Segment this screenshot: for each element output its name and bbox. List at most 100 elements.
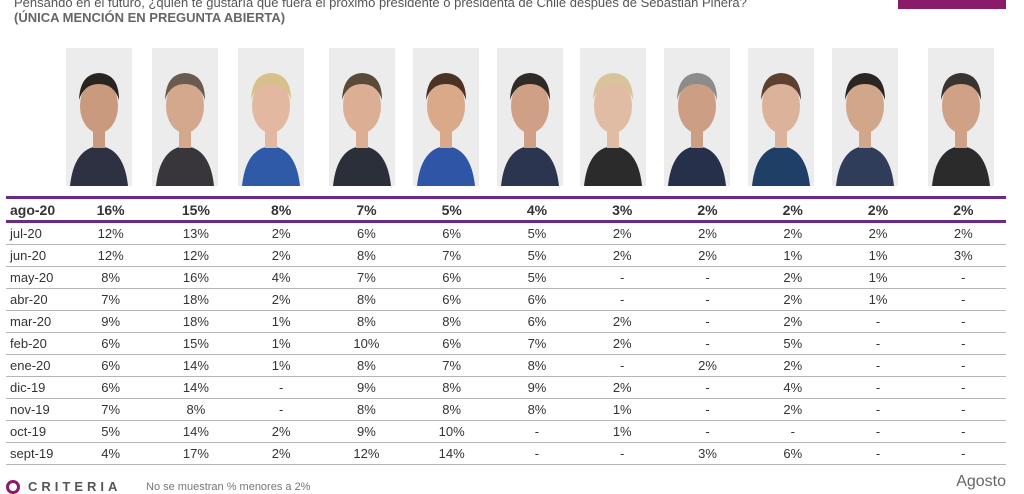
table-cell: 8%: [68, 266, 154, 289]
table-cell: 8%: [238, 196, 324, 223]
table-cell: 1%: [238, 354, 324, 377]
table-cell: 2%: [750, 221, 836, 245]
table-cell: 14%: [153, 376, 239, 399]
candidate-photo-2: [152, 48, 218, 186]
table-cell: 15%: [153, 196, 239, 223]
table-cell: -: [664, 310, 751, 333]
table-cell: 6%: [68, 376, 154, 399]
table-cell: 1%: [238, 332, 324, 355]
table-cell: 2%: [238, 288, 324, 311]
portrait-icon: [238, 48, 304, 186]
table-cell: 9%: [323, 376, 410, 399]
table-cell: -: [664, 332, 751, 355]
table-cell: -: [920, 354, 1006, 377]
table-cell: 18%: [153, 310, 239, 333]
table-cell: 10%: [323, 332, 410, 355]
table-cell: 6%: [494, 310, 580, 333]
table-row: oct-19 5% 14% 2% 9% 10% -1% - - - -: [6, 420, 1006, 443]
table-cell: -: [920, 332, 1006, 355]
table-cell: 14%: [409, 442, 495, 465]
table-cell: -: [835, 420, 921, 443]
question-text: Pensando en el futuro, ¿quién te gustarí…: [14, 0, 747, 10]
portrait-icon: [329, 48, 395, 186]
table-row: ene-20 6% 14% 1% 8% 7% 8% -2% 2% - -: [6, 354, 1006, 377]
table-cell: -: [835, 332, 921, 355]
table-cell: 6%: [323, 221, 410, 245]
table-cell: 2%: [579, 332, 665, 355]
table-cell: 8%: [409, 376, 495, 399]
table-cell: -: [920, 398, 1006, 421]
candidate-photo-5: [413, 48, 479, 186]
table-cell: 1%: [835, 266, 921, 289]
table-cell: 2%: [835, 196, 921, 223]
row-period-label: oct-19: [6, 420, 68, 443]
row-period-label: jul-20: [6, 221, 68, 245]
table-cell: 5%: [750, 332, 836, 355]
table-cell: 2%: [238, 442, 324, 465]
candidate-photo-10: [832, 48, 898, 186]
table-cell: 4%: [238, 266, 324, 289]
table-row: nov-19 7% 8% -8% 8% 8% 1% -2% - -: [6, 398, 1006, 421]
table-cell: -: [664, 266, 751, 289]
table-cell: 6%: [494, 288, 580, 311]
table-cell: -: [238, 398, 324, 421]
table-cell: -: [238, 376, 324, 399]
candidate-photos: [0, 48, 1024, 188]
table-cell: 2%: [750, 354, 836, 377]
table-cell: 8%: [494, 398, 580, 421]
table-cell: 7%: [68, 288, 154, 311]
table-cell: -: [494, 420, 580, 443]
row-period-label: abr-20: [6, 288, 68, 311]
table-row: may-20 8% 16% 4% 7% 6% 5% - -2% 1% -: [6, 266, 1006, 289]
table-cell: -: [920, 310, 1006, 333]
table-cell: 16%: [68, 196, 154, 223]
table-cell: 2%: [750, 196, 836, 223]
table-cell: 6%: [68, 354, 154, 377]
table-cell: 1%: [579, 420, 665, 443]
row-period-label: may-20: [6, 266, 68, 289]
table-cell: -: [835, 376, 921, 399]
table-cell: 7%: [323, 266, 410, 289]
candidate-photo-7: [580, 48, 646, 186]
table-cell: 2%: [579, 244, 665, 267]
candidate-photo-4: [329, 48, 395, 186]
table-row: jun-20 12% 12% 2% 8% 7% 5% 2% 2% 1% 1% 3%: [6, 244, 1006, 267]
row-period-label: sept-19: [6, 442, 68, 465]
portrait-icon: [832, 48, 898, 186]
table-cell: 1%: [835, 288, 921, 311]
portrait-icon: [497, 48, 563, 186]
table-cell: -: [835, 398, 921, 421]
table-cell: -: [579, 442, 665, 465]
table-row: mar-20 9% 18% 1% 8% 8% 6% 2% -2% - -: [6, 310, 1006, 333]
portrait-icon: [66, 48, 132, 186]
table-cell: 8%: [323, 310, 410, 333]
results-table: ago-20 16% 15% 8% 7% 5% 4% 3% 2% 2% 2% 2% jul-20 12% 1…: [6, 196, 1006, 465]
table-cell: -: [920, 266, 1006, 289]
table-cell: -: [835, 354, 921, 377]
table-cell: -: [579, 266, 665, 289]
table-cell: 8%: [409, 398, 495, 421]
table-cell: 7%: [494, 332, 580, 355]
table-cell: 15%: [153, 332, 239, 355]
table-cell: 12%: [323, 442, 410, 465]
table-cell: 8%: [153, 398, 239, 421]
table-cell: 3%: [920, 244, 1006, 267]
candidate-photo-3: [238, 48, 304, 186]
question-qualifier: (ÚNICA MENCIÓN EN PREGUNTA ABIERTA): [14, 10, 286, 25]
table-cell: 2%: [920, 196, 1006, 223]
portrait-icon: [413, 48, 479, 186]
row-period-label: ene-20: [6, 354, 68, 377]
results-table-body: ago-20 16% 15% 8% 7% 5% 4% 3% 2% 2% 2% 2% jul-20 12% 1…: [6, 196, 1006, 465]
table-cell: 2%: [579, 376, 665, 399]
table-cell: 5%: [68, 420, 154, 443]
table-cell: 16%: [153, 266, 239, 289]
portrait-icon: [580, 48, 646, 186]
accent-bar: [898, 0, 1006, 9]
table-cell: -: [664, 288, 751, 311]
candidate-photo-1: [66, 48, 132, 186]
table-cell: 12%: [153, 244, 239, 267]
table-cell: 6%: [409, 221, 495, 245]
table-cell: 2%: [835, 221, 921, 245]
table-cell: 1%: [238, 310, 324, 333]
table-cell: 9%: [68, 310, 154, 333]
